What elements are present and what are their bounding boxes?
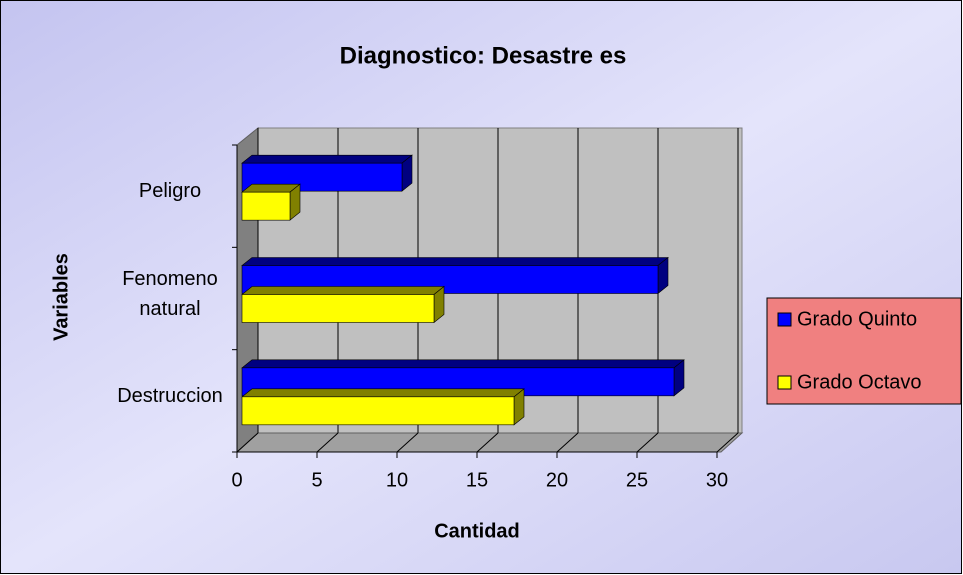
x-tick-label: 0 [231, 469, 242, 491]
bar-top [241, 359, 685, 369]
bar [241, 294, 435, 323]
x-tick-label: 20 [546, 469, 568, 491]
bar [241, 191, 291, 221]
grid-line [316, 432, 339, 453]
x-tick-label: 25 [626, 469, 648, 491]
x-axis-title: Cantidad [434, 520, 520, 542]
x-tick-label: 10 [386, 469, 408, 491]
floor [235, 432, 744, 453]
grid-line [556, 432, 579, 453]
legend-swatch [777, 375, 792, 390]
x-tick-label: 5 [311, 469, 322, 491]
grid-line [636, 432, 659, 453]
bar-top [241, 154, 413, 164]
bar [241, 396, 515, 426]
y-axis-title: Variables [50, 253, 72, 341]
grid-line [716, 432, 739, 453]
x-tick-label: 15 [466, 469, 488, 491]
legend-label: Grado Octavo [797, 371, 922, 393]
x-tick-label: 30 [706, 469, 728, 491]
bar-top [241, 286, 445, 295]
grid-line [476, 432, 499, 453]
legend-swatch [777, 312, 792, 327]
grid-line [236, 432, 259, 453]
y-tick-label: Destruccion [117, 384, 223, 407]
legend [766, 297, 962, 405]
y-tick-label: Fenomeno natural [122, 267, 218, 320]
legend-label: Grado Quinto [797, 308, 917, 330]
chart-title: Diagnostico: Desastre es [340, 42, 627, 69]
bar-top [241, 388, 525, 398]
y-tick-label: Peligro [138, 180, 202, 203]
grid-line [396, 432, 419, 453]
bar-top [241, 257, 669, 266]
